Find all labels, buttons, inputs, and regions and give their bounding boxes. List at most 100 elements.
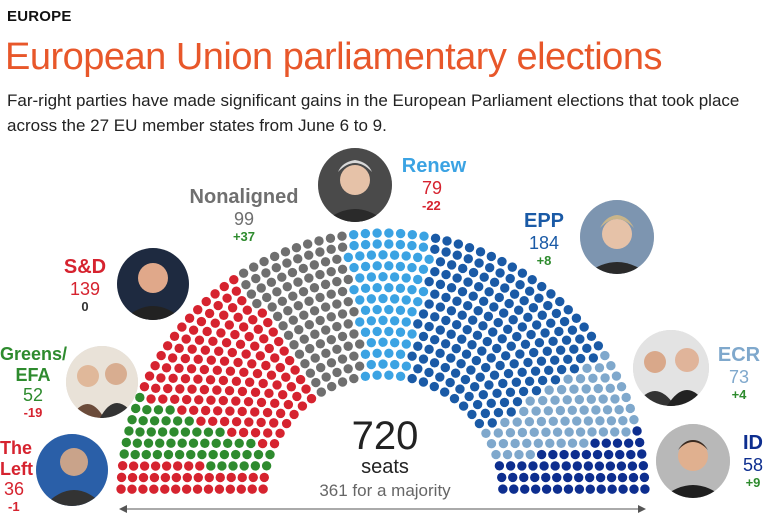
seat-dot-s-d xyxy=(233,357,243,368)
seat-dot-ecr xyxy=(522,438,532,449)
seat-dot-nonaligned xyxy=(326,267,336,277)
seat-dot-epp xyxy=(451,320,462,330)
person-photo-icon xyxy=(656,424,730,498)
seat-dot-epp xyxy=(526,329,536,340)
seat-dot-s-d xyxy=(180,374,191,384)
seat-dot-s-d xyxy=(283,399,294,410)
seat-dot-s-d xyxy=(286,382,297,392)
seat-dot-the-left xyxy=(226,472,236,483)
seat-dot-s-d xyxy=(201,296,211,307)
seat-dot-nonaligned xyxy=(315,292,325,303)
seat-dot-greens-efa xyxy=(250,461,261,471)
seat-dot-s-d xyxy=(225,366,236,376)
seat-dot-renew xyxy=(395,283,406,294)
seat-dot-s-d xyxy=(241,349,251,359)
seat-dot-greens-efa xyxy=(174,449,185,460)
seat-dot-s-d xyxy=(163,383,173,394)
seat-dot-s-d xyxy=(181,334,191,344)
seat-dot-greens-efa xyxy=(169,427,179,437)
seat-dot-nonaligned xyxy=(337,377,348,387)
seat-dot-renew xyxy=(401,339,412,349)
seat-dot-epp xyxy=(561,335,572,345)
seat-dot-renew xyxy=(366,359,376,370)
seat-dot-epp xyxy=(441,315,451,326)
seat-dot-ecr xyxy=(536,416,547,427)
person-photo-icon xyxy=(117,248,189,320)
seat-dot-nonaligned xyxy=(311,377,321,388)
seat-dot-greens-efa xyxy=(132,438,143,448)
seat-dot-ecr xyxy=(602,405,613,415)
seat-dot-s-d xyxy=(279,346,289,356)
seat-dot-greens-efa xyxy=(119,449,129,459)
seat-dot-s-d xyxy=(231,286,242,296)
seat-dot-ecr xyxy=(556,384,567,395)
seat-dot-id xyxy=(520,484,530,494)
seat-dot-s-d xyxy=(216,328,226,338)
seat-dot-epp xyxy=(486,353,496,363)
seat-dot-epp xyxy=(430,289,440,299)
seat-dot-greens-efa xyxy=(197,449,207,460)
seat-dot-nonaligned xyxy=(326,334,337,345)
seat-dot-renew xyxy=(343,252,353,263)
seat-dot-greens-efa xyxy=(219,449,230,460)
seat-dot-ecr xyxy=(625,403,635,414)
party-label-the-left: The Left 36 -1 xyxy=(0,438,34,515)
seat-dot-id xyxy=(605,461,616,471)
seat-dot-id xyxy=(632,426,642,436)
seat-dot-ecr xyxy=(575,374,586,384)
seat-dot-ecr xyxy=(574,394,585,405)
seat-dot-ecr xyxy=(550,395,560,405)
seat-dot-s-d xyxy=(295,374,306,385)
seat-dot-ecr xyxy=(543,406,554,416)
seat-dot-ecr xyxy=(544,385,554,395)
seat-dot-nonaligned xyxy=(294,349,305,359)
seat-dot-epp xyxy=(586,331,597,341)
seat-dot-s-d xyxy=(243,396,254,407)
seat-dot-s-d xyxy=(167,353,178,363)
seat-dot-nonaligned xyxy=(266,277,277,288)
seat-dot-id xyxy=(548,449,558,460)
seat-dot-nonaligned xyxy=(299,334,309,344)
seat-dot-nonaligned xyxy=(309,306,320,316)
seat-dot-epp xyxy=(531,320,542,330)
seat-dot-s-d xyxy=(188,325,199,335)
seat-dot-nonaligned xyxy=(316,362,326,373)
seat-dot-the-left xyxy=(160,472,171,483)
seat-dot-epp xyxy=(534,293,544,303)
seat-dot-epp xyxy=(478,296,489,306)
seat-dot-s-d xyxy=(270,398,280,409)
seat-dot-epp xyxy=(441,247,451,257)
seat-dot-epp xyxy=(435,325,445,335)
seat-dot-s-d xyxy=(208,336,218,347)
seat-dot-s-d xyxy=(237,406,247,417)
seat-dot-nonaligned xyxy=(291,243,302,253)
seat-dot-renew xyxy=(395,305,406,315)
party-change: 0 xyxy=(81,298,89,314)
seat-dot-s-d xyxy=(250,407,260,417)
seat-dot-epp xyxy=(512,396,523,407)
seat-dot-epp xyxy=(441,269,451,280)
seat-dot-nonaligned xyxy=(300,358,310,369)
seat-dot-epp xyxy=(498,308,509,318)
seat-dot-the-left xyxy=(171,484,181,494)
seat-dot-s-d xyxy=(297,401,308,411)
seat-dot-greens-efa xyxy=(208,449,218,460)
seat-dot-epp xyxy=(571,313,582,323)
seat-dot-s-d xyxy=(193,374,203,384)
party-name: Greens/ EFA xyxy=(0,344,68,385)
seat-dot-s-d xyxy=(301,384,311,394)
seat-dot-nonaligned xyxy=(337,264,348,275)
seat-dot-nonaligned xyxy=(337,231,347,241)
seat-dot-s-d xyxy=(189,405,199,415)
seat-dot-epp xyxy=(418,309,429,319)
seat-dot-nonaligned xyxy=(326,358,337,368)
seat-dot-nonaligned xyxy=(282,282,292,292)
seat-dot-nonaligned xyxy=(304,250,314,260)
seat-dot-nonaligned xyxy=(337,286,348,297)
seat-dot-ecr xyxy=(582,363,592,373)
seat-dot-greens-efa xyxy=(234,438,244,449)
seat-dot-nonaligned xyxy=(343,341,353,351)
seat-dot-s-d xyxy=(253,324,263,334)
seat-dot-the-left xyxy=(139,461,150,471)
seat-dot-nonaligned xyxy=(256,283,266,293)
